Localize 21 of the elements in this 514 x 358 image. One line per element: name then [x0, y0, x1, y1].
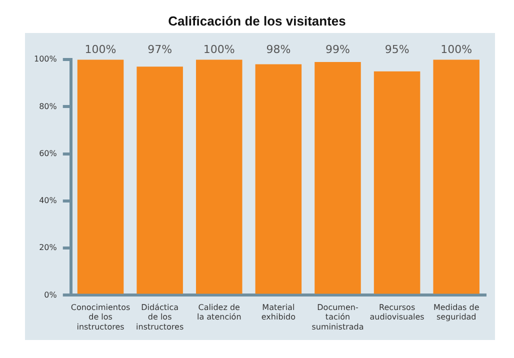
data-label: 100% [84, 42, 116, 56]
y-tick-label: 80% [39, 102, 58, 111]
y-tick-label: 20% [39, 243, 58, 252]
data-label: 97% [148, 42, 172, 56]
x-tick-label: Medidas de seguridad [433, 303, 480, 322]
chart-title: Calificación de los visitantes [168, 13, 346, 28]
data-label: 99% [326, 42, 350, 56]
data-label: 98% [266, 42, 291, 56]
data-label: 100% [440, 42, 472, 56]
y-tick-label: 60% [39, 148, 58, 158]
y-tick-label: 0% [44, 290, 58, 300]
data-label: 100% [203, 42, 235, 56]
x-tick-label: Conocimientos de los instructores [70, 303, 130, 332]
x-tick-label: Documen- tación suministrada [312, 303, 364, 332]
x-tick-label: Recursos audiovisuales [370, 303, 424, 322]
x-tick-label: Material exhibido [261, 303, 296, 322]
data-label: 95% [384, 42, 410, 56]
y-tick-label: 40% [39, 196, 58, 206]
x-tick-label: Calidez de la atención [196, 303, 242, 322]
y-tick-label: 100% [34, 54, 58, 64]
x-tick-label: Didáctica de los instructores [136, 303, 184, 332]
